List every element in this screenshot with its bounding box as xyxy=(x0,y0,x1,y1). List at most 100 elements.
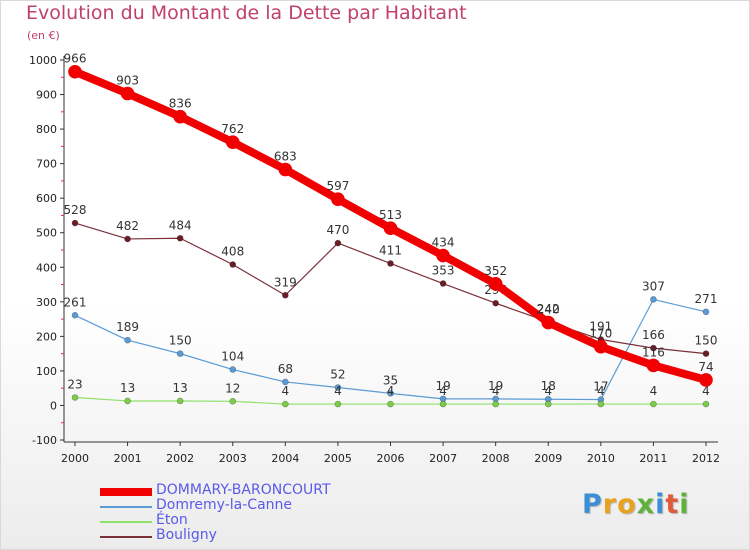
logo-letter: x xyxy=(636,489,656,520)
legend-swatch xyxy=(100,506,152,508)
data-point-eton xyxy=(387,400,394,408)
data-point-domremy-la-canne xyxy=(282,378,289,386)
data-label-eton: 4 xyxy=(544,384,552,398)
data-point-dommary-baroncourt xyxy=(120,86,135,101)
data-label-dommary-baroncourt: 513 xyxy=(379,208,402,222)
data-label-eton: 4 xyxy=(492,384,500,398)
data-point-domremy-la-canne xyxy=(71,311,79,319)
data-point-dommary-baroncourt xyxy=(436,248,450,263)
data-point-bouligny xyxy=(492,299,499,307)
data-point-eton xyxy=(71,394,79,401)
data-label-bouligny: 482 xyxy=(116,219,139,233)
legend-swatch xyxy=(100,536,152,538)
legend-label: Éton xyxy=(156,512,188,528)
x-tick-label: 2006 xyxy=(377,452,405,465)
legend-swatch xyxy=(100,521,152,523)
data-point-eton xyxy=(282,400,289,408)
data-label-bouligny: 166 xyxy=(642,328,665,342)
x-tick-label: 2010 xyxy=(587,452,615,465)
y-tick-label: 800 xyxy=(36,123,57,136)
data-point-dommary-baroncourt xyxy=(541,315,556,330)
data-label-dommary-baroncourt: 597 xyxy=(326,179,349,193)
data-point-eton xyxy=(124,397,131,405)
data-label-domremy-la-canne: 17 xyxy=(593,380,608,394)
data-point-bouligny xyxy=(282,291,289,299)
legend-item: Domremy-la-Canne xyxy=(100,497,400,515)
y-tick-label: 900 xyxy=(36,89,57,102)
legend-item: Éton xyxy=(100,512,400,530)
x-tick-label: 2007 xyxy=(429,452,457,465)
legend-swatch xyxy=(100,488,152,496)
data-label-dommary-baroncourt: 74 xyxy=(698,360,713,374)
data-point-bouligny xyxy=(650,344,657,352)
data-label-domremy-la-canne: 35 xyxy=(383,373,398,387)
data-label-eton: 4 xyxy=(334,384,342,398)
x-tick-label: 2000 xyxy=(61,452,89,465)
data-label-dommary-baroncourt: 836 xyxy=(169,97,192,111)
y-tick-label: 200 xyxy=(36,330,57,343)
data-label-dommary-baroncourt: 683 xyxy=(274,150,297,164)
logo-letter: P xyxy=(582,489,603,520)
data-point-domremy-la-canne xyxy=(702,308,710,316)
data-label-bouligny: 319 xyxy=(274,275,297,289)
data-point-dommary-baroncourt xyxy=(68,64,82,79)
data-point-bouligny xyxy=(702,350,710,357)
y-tick-label: 700 xyxy=(36,158,57,171)
data-point-dommary-baroncourt xyxy=(173,109,187,124)
x-tick-label: 2012 xyxy=(692,452,720,465)
data-label-domremy-la-canne: 307 xyxy=(642,279,665,293)
data-point-eton xyxy=(334,400,342,408)
data-label-bouligny: 191 xyxy=(589,319,612,333)
data-point-eton xyxy=(702,400,710,408)
y-tick-label: 0 xyxy=(50,399,57,412)
data-point-bouligny xyxy=(387,260,394,267)
data-point-dommary-baroncourt xyxy=(646,358,661,373)
data-point-dommary-baroncourt xyxy=(383,221,398,236)
data-point-domremy-la-canne xyxy=(650,296,657,303)
y-tick-label: -100 xyxy=(32,434,57,447)
data-label-bouligny: 484 xyxy=(169,218,192,232)
y-tick-label: 600 xyxy=(36,192,57,205)
data-label-bouligny: 528 xyxy=(64,203,87,217)
y-tick-label: 100 xyxy=(36,365,57,378)
logo-letter: t xyxy=(665,489,680,520)
x-tick-label: 2011 xyxy=(639,452,667,465)
legend-label: Bouligny xyxy=(156,527,217,543)
data-label-domremy-la-canne: 68 xyxy=(278,362,293,376)
data-label-domremy-la-canne: 271 xyxy=(695,292,718,306)
logo-letter: i xyxy=(655,489,666,520)
legend-item: Bouligny xyxy=(100,527,400,545)
data-point-bouligny xyxy=(124,235,131,243)
data-point-dommary-baroncourt xyxy=(594,339,608,354)
data-point-eton xyxy=(597,400,605,408)
x-tick-label: 2002 xyxy=(166,452,194,465)
x-tick-label: 2005 xyxy=(324,452,352,465)
legend-item: DOMMARY-BARONCOURT xyxy=(100,482,400,500)
data-label-dommary-baroncourt: 434 xyxy=(432,236,455,250)
y-tick-label: 400 xyxy=(36,261,57,274)
data-label-dommary-baroncourt: 903 xyxy=(116,74,139,88)
x-tick-label: 2009 xyxy=(534,452,562,465)
x-tick-label: 2001 xyxy=(114,452,142,465)
data-point-dommary-baroncourt xyxy=(488,277,503,291)
data-point-dommary-baroncourt xyxy=(331,192,345,207)
data-label-dommary-baroncourt: 170 xyxy=(589,327,612,341)
logo-letter: r xyxy=(602,489,618,520)
data-label-dommary-baroncourt: 762 xyxy=(221,122,244,136)
data-label-eton: 23 xyxy=(67,378,82,392)
data-label-domremy-la-canne: 261 xyxy=(64,295,87,309)
logo-letter: i xyxy=(679,489,690,520)
data-label-bouligny: 411 xyxy=(379,243,402,257)
y-tick-label: 300 xyxy=(36,296,57,309)
data-label-domremy-la-canne: 18 xyxy=(541,379,556,393)
x-tick-label: 2008 xyxy=(482,452,510,465)
data-point-domremy-la-canne xyxy=(229,366,237,373)
legend-label: DOMMARY-BARONCOURT xyxy=(156,482,331,498)
data-label-domremy-la-canne: 189 xyxy=(116,320,139,334)
legend-label: Domremy-la-Canne xyxy=(156,497,293,513)
data-point-eton xyxy=(176,397,184,405)
data-label-bouligny: 242 xyxy=(537,302,560,316)
data-label-domremy-la-canne: 19 xyxy=(488,379,503,393)
x-tick-label: 2004 xyxy=(271,452,299,465)
data-point-bouligny xyxy=(334,239,342,247)
